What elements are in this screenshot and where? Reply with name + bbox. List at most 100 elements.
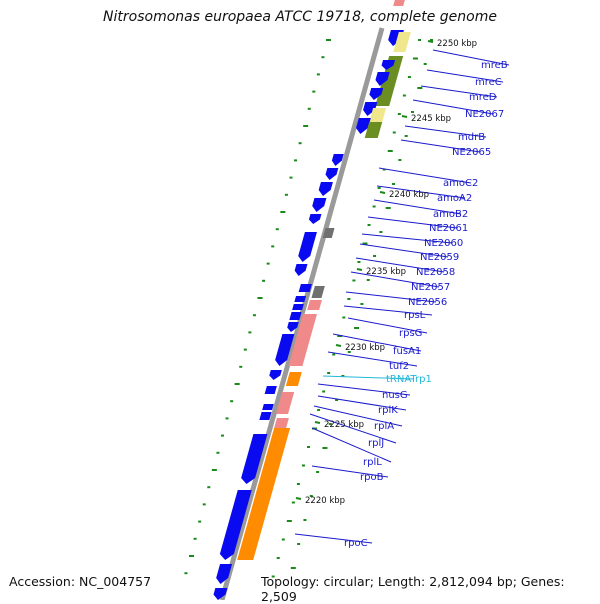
gene-label-fusa1[interactable]: fusA1 — [393, 346, 421, 357]
cds-arrow — [331, 154, 344, 166]
leader-line — [376, 185, 466, 199]
gene-label-rpsl[interactable]: rpsL — [404, 310, 426, 321]
leader-line — [426, 69, 504, 83]
cds-arrow — [363, 102, 378, 116]
leader-line — [311, 427, 392, 463]
gene-label-rpob[interactable]: rpoB — [360, 472, 384, 483]
cds-arrow — [369, 88, 384, 100]
position-label: 2235 kbp — [366, 267, 406, 277]
leader-line — [317, 383, 411, 396]
cds-arrow — [289, 312, 302, 320]
gene-label-mred[interactable]: mreD — [469, 92, 497, 103]
leader-line — [432, 49, 510, 66]
leader-line — [294, 533, 373, 544]
feature-block — [364, 122, 383, 138]
leader-line — [347, 317, 428, 334]
cds-arrow — [241, 434, 268, 484]
gene-label-ne2057[interactable]: NE2057 — [411, 282, 450, 293]
cds-arrow — [292, 304, 304, 310]
leader-line — [420, 85, 498, 98]
gene-label-rpll[interactable]: rplL — [363, 457, 382, 468]
leader-line — [311, 465, 389, 478]
leader-line — [345, 291, 437, 303]
gene-label-amoa2[interactable]: amoA2 — [437, 193, 472, 204]
cds-arrow — [308, 214, 322, 224]
feature-block — [322, 228, 335, 238]
leader-line — [378, 167, 472, 184]
gene-label-trnatrp1[interactable]: tRNATrp1 — [386, 374, 432, 385]
cds-arrow — [269, 370, 282, 380]
gene-label-amob2[interactable]: amoB2 — [433, 209, 468, 220]
position-label: 2250 kbp — [437, 39, 477, 49]
position-tick — [427, 40, 434, 43]
position-label: 2220 kbp — [305, 496, 345, 506]
position-labels: 2250 kbp 2245 kbp 2240 kbp 2235 kbp 2230 kbp… — [295, 39, 477, 506]
leader-line — [313, 405, 403, 427]
cds-arrow — [219, 490, 252, 560]
cds-arrow — [262, 404, 274, 410]
leader-line — [412, 99, 494, 115]
leader-line — [373, 199, 462, 215]
cds-arrow — [381, 60, 396, 70]
feature-block — [375, 56, 404, 106]
feature-block — [256, 428, 291, 492]
gene-label-nusg[interactable]: nusG — [382, 390, 408, 401]
gene-label-ne2056[interactable]: NE2056 — [408, 297, 447, 308]
position-label: 2245 kbp — [411, 114, 451, 124]
cds-arrow — [213, 588, 228, 600]
gene-label-rpla[interactable]: rplA — [374, 421, 394, 432]
gene-label-rplj[interactable]: rplJ — [368, 438, 384, 449]
cds-arrow — [264, 386, 277, 394]
gene-label-ne2067[interactable]: NE2067 — [465, 109, 504, 120]
feature-block — [307, 300, 322, 310]
gene-label-amoc2[interactable]: amoC2 — [443, 178, 478, 189]
leader-line — [317, 395, 407, 411]
position-label: 2240 kbp — [389, 190, 429, 200]
leader-line — [327, 351, 418, 367]
leader-line — [309, 413, 397, 444]
cds-arrow — [216, 564, 233, 584]
position-tick — [314, 421, 321, 424]
position-tick — [401, 115, 408, 118]
gene-labels: mreB mreC mreD NE2067 mdrB NE2065 amoC2 amoA2 am… — [344, 60, 508, 549]
gene-label-rpsg[interactable]: rpsG — [399, 328, 422, 339]
leader-line — [355, 257, 445, 273]
leader-line — [343, 305, 433, 316]
feature-block — [368, 108, 387, 124]
gene-label-mrec[interactable]: mreC — [475, 77, 502, 88]
feature-block — [237, 492, 273, 560]
leader-line — [367, 216, 458, 229]
cds-arrow — [294, 296, 307, 302]
gene-label-ne2065[interactable]: NE2065 — [452, 147, 491, 158]
position-label: 2230 kbp — [345, 343, 385, 353]
leader-line — [400, 139, 481, 153]
feature-block — [274, 418, 289, 428]
cds-arrow — [318, 182, 333, 196]
gene-label-ne2058[interactable]: NE2058 — [416, 267, 455, 278]
cds-arrow — [275, 334, 295, 366]
cds-arrow — [298, 232, 317, 262]
leader-line — [332, 333, 422, 352]
gene-label-rpoc[interactable]: rpoC — [344, 538, 368, 549]
leader-line — [361, 233, 453, 244]
gene-label-ne2060[interactable]: NE2060 — [424, 238, 463, 249]
gene-label-ne2061[interactable]: NE2061 — [429, 223, 468, 234]
cds-arrow — [259, 412, 272, 420]
position-tick — [379, 191, 386, 194]
map-title: Nitrosomonas europaea ATCC 19718, comple… — [103, 9, 497, 25]
gene-label-ne2059[interactable]: NE2059 — [420, 252, 459, 263]
gene-label-mreb[interactable]: mreB — [481, 60, 508, 71]
accession-text: Accession: NC_004757 — [9, 574, 152, 589]
gene-label-tuf2[interactable]: tuf2 — [389, 361, 409, 372]
position-tick — [335, 344, 342, 347]
leader-line — [404, 125, 487, 138]
position-label: 2225 kbp — [324, 420, 364, 430]
leader-line — [322, 375, 415, 380]
position-tick — [295, 497, 302, 500]
gene-label-mdrb[interactable]: mdrB — [458, 132, 485, 143]
gene-label-rplk[interactable]: rplK — [378, 405, 398, 416]
cds-arrow — [287, 322, 299, 332]
genome-backbone — [219, 27, 385, 600]
feature-block — [288, 314, 317, 366]
